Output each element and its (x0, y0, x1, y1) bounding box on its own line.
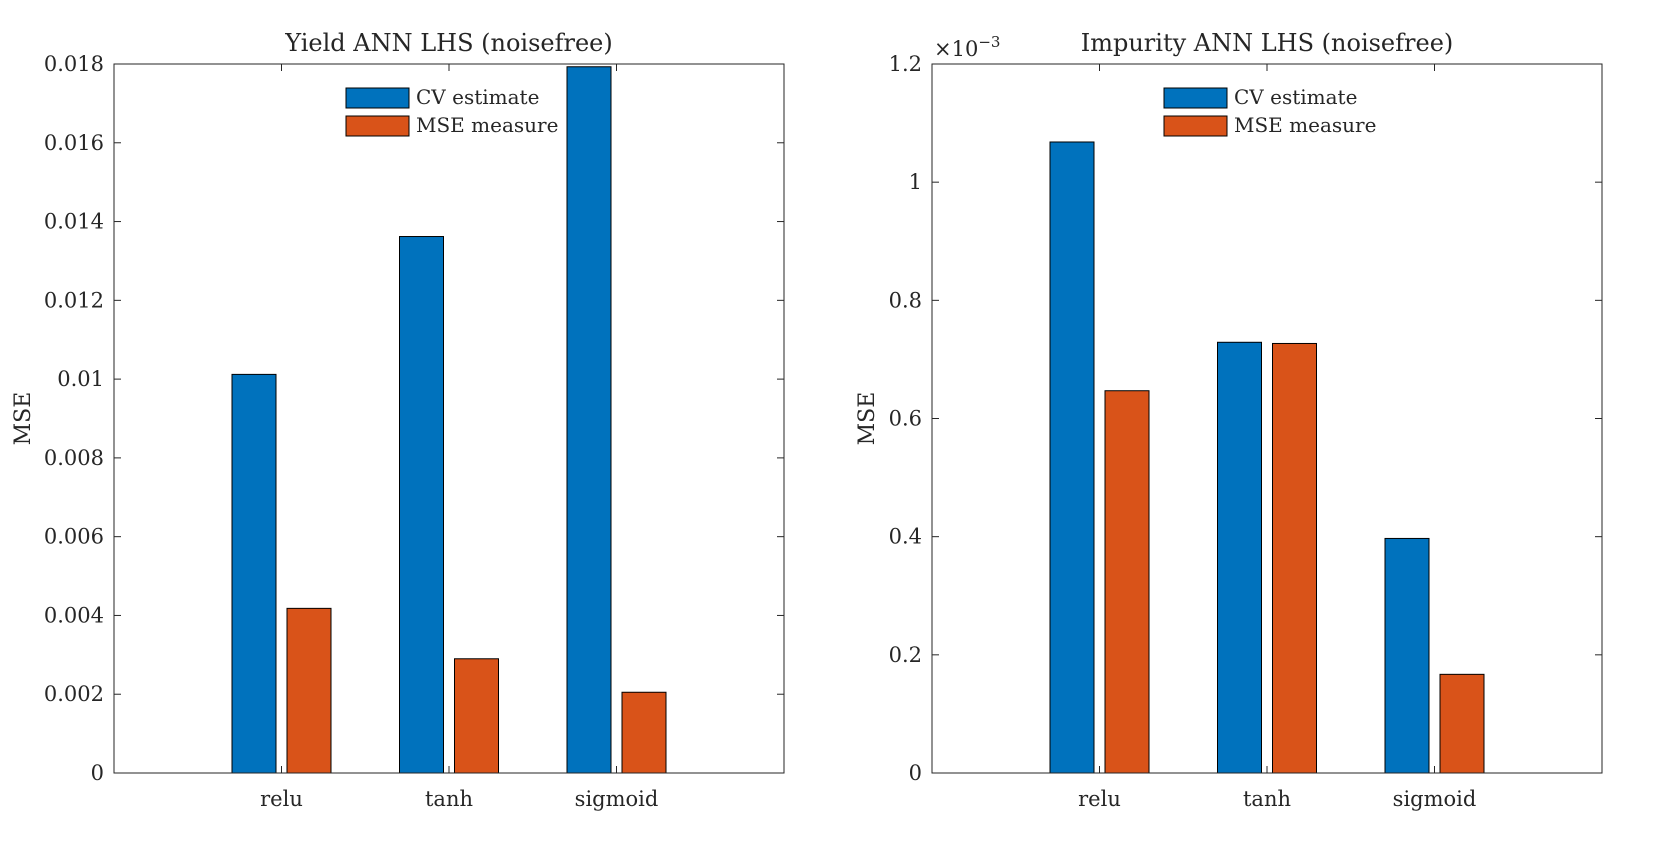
legend-swatch-mse-measure (1163, 115, 1228, 137)
legend-swatch-cv-estimate (1163, 87, 1228, 109)
legend-label: CV estimate (1234, 85, 1357, 109)
legend-label: MSE measure (1234, 113, 1376, 137)
x-tick-label-tanh: tanh (425, 787, 473, 811)
legend: CV estimate MSE measure (1163, 85, 1376, 137)
y-tick-label: 0.006 (44, 525, 104, 549)
chart-title: Yield ANN LHS (noisefree) (284, 29, 612, 57)
bar-tanh-mse-measure (1272, 342, 1317, 774)
x-tick-label-relu: relu (1078, 787, 1121, 811)
y-tick-label: 0.016 (44, 131, 104, 155)
y-tick-label: 0.008 (44, 446, 104, 470)
legend-label: CV estimate (416, 85, 539, 109)
y-tick-label: 0.6 (889, 407, 922, 431)
chart-1: 0 0.002 0.004 0.006 0.008 0.01 0.012 0.014 0.016… (11, 29, 785, 811)
bar-sigmoid-cv-estimate (1384, 537, 1430, 774)
y-tick-label: 1 (909, 170, 922, 194)
legend-label: MSE measure (416, 113, 558, 137)
y-tick-label: 0.4 (889, 525, 922, 549)
y-tick-label: 0.002 (44, 682, 104, 706)
chart-2: 0 0.2 0.4 0.6 0.8 1 1.2 relu tanh sigmoid Impurity… (855, 29, 1603, 811)
y-tick-label: 1.2 (889, 52, 922, 76)
y-tick-label: 0.014 (44, 210, 104, 234)
y-tick-label: 0.2 (889, 643, 922, 667)
y-axis-label: MSE (855, 392, 880, 446)
axes-box (931, 63, 1603, 774)
y-tick-label: 0 (91, 761, 104, 785)
bar-tanh-cv-estimate (1217, 341, 1262, 774)
y-axis-label: MSE (11, 392, 36, 446)
axes-box (113, 63, 785, 774)
legend-swatch-mse-measure (345, 115, 410, 137)
bar-tanh-mse-measure (454, 658, 499, 774)
y-tick-label: 0.004 (44, 603, 104, 627)
x-tick-label-sigmoid: sigmoid (1393, 787, 1477, 811)
y-tick-label: 0.012 (44, 288, 104, 312)
y-tick-label: 0 (909, 761, 922, 785)
bar-sigmoid-mse-measure (621, 691, 667, 774)
chart-title: Impurity ANN LHS (noisefree) (1081, 29, 1454, 57)
bar-relu-cv-estimate (1049, 141, 1095, 774)
bar-relu-mse-measure (1104, 390, 1150, 774)
y-exponent-label: ×10−3 (934, 33, 1000, 61)
bar-relu-cv-estimate (231, 373, 277, 774)
y-tick-label: 0.8 (889, 288, 922, 312)
y-tick-label: 0.018 (44, 52, 104, 76)
bar-relu-mse-measure (286, 607, 332, 774)
bar-sigmoid-cv-estimate (566, 66, 612, 774)
bar-sigmoid-mse-measure (1439, 673, 1485, 774)
x-tick-label-relu: relu (260, 787, 303, 811)
y-tick-label: 0.01 (57, 367, 104, 391)
bar-tanh-cv-estimate (399, 236, 444, 774)
x-tick-label-sigmoid: sigmoid (575, 787, 659, 811)
legend-swatch-cv-estimate (345, 87, 410, 109)
legend: CV estimate MSE measure (345, 85, 558, 137)
x-tick-label-tanh: tanh (1243, 787, 1291, 811)
